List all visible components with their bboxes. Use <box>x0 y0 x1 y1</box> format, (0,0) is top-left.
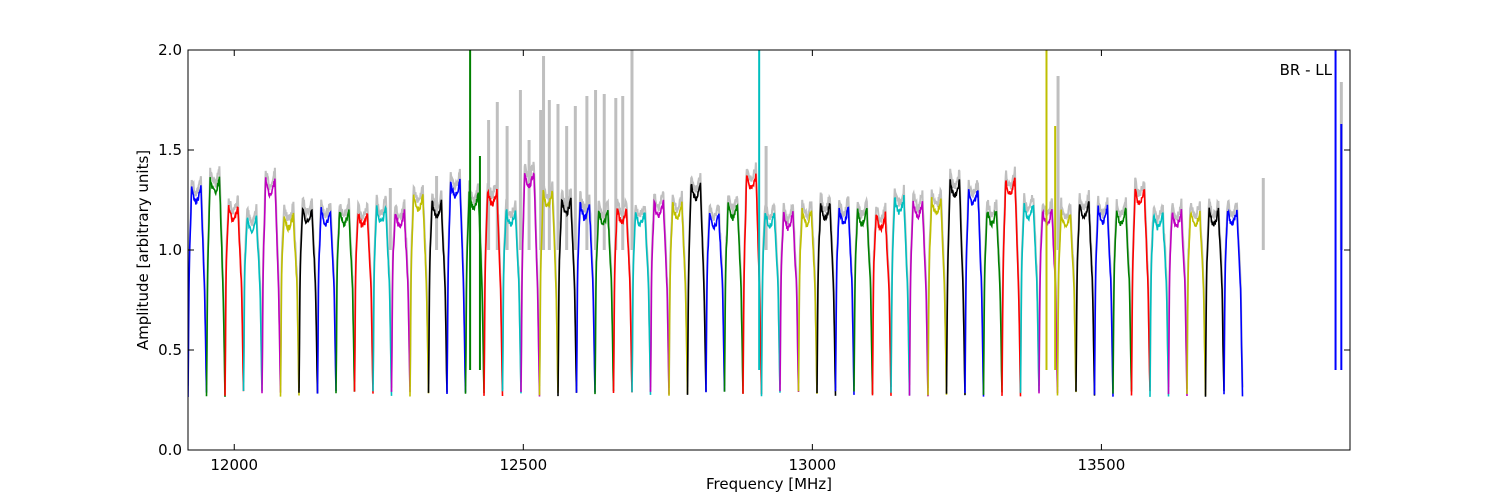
x-tick-label: 12500 <box>499 456 547 474</box>
channel-series <box>188 50 1343 398</box>
x-tick-label: 12000 <box>210 456 258 474</box>
channel-line-25 <box>649 198 670 395</box>
y-tick-label: 0.0 <box>158 441 182 459</box>
channel-line-54 <box>1186 210 1207 396</box>
channel-line-51 <box>1130 188 1151 396</box>
channel-line-48 <box>1075 201 1096 396</box>
channel-line-49 <box>1093 204 1114 397</box>
channel-line-32 <box>779 211 800 393</box>
channel-line-43 <box>982 209 1003 395</box>
channel-line-13 <box>427 199 448 393</box>
channel-line-2 <box>224 205 245 396</box>
channel-line-42 <box>964 189 985 397</box>
plot-frame <box>187 49 1351 451</box>
channel-line-26 <box>668 201 689 396</box>
channel-line-40 <box>927 197 948 396</box>
channel-line-3 <box>242 215 263 392</box>
channel-line-16 <box>483 188 504 397</box>
channel-line-14 <box>446 178 467 395</box>
channel-line-8 <box>335 209 356 394</box>
channel-line-11 <box>390 209 411 393</box>
channel-line-56 <box>1223 208 1244 397</box>
channel-line-17 <box>501 209 522 394</box>
y-axis-label: Amplitude [arbitrary units] <box>134 150 152 350</box>
y-tick-label: 1.5 <box>158 141 182 159</box>
channel-line-27 <box>686 182 707 395</box>
x-axis-label: Frequency [MHz] <box>706 475 832 493</box>
channel-line-39 <box>908 200 929 397</box>
channel-line-19 <box>538 189 559 396</box>
channel-line-44 <box>1001 177 1022 397</box>
channel-line-47 <box>1056 209 1077 396</box>
y-tick-label: 0.5 <box>158 341 182 359</box>
y-tick-label: 1.0 <box>158 241 182 259</box>
channel-line-9 <box>353 212 374 394</box>
channel-line-15 <box>464 191 485 394</box>
channel-line-23 <box>612 208 633 394</box>
channel-line-12 <box>409 194 430 397</box>
channel-line-31 <box>760 212 781 397</box>
channel-line-52 <box>1149 212 1170 397</box>
channel-line-6 <box>298 207 319 394</box>
channel-line-35 <box>834 206 855 395</box>
channel-line-10 <box>372 205 393 396</box>
channel-line-50 <box>1112 207 1133 394</box>
channel-line-37 <box>871 211 892 396</box>
channel-line-41 <box>945 179 966 396</box>
channel-line-55 <box>1204 207 1225 397</box>
channel-line-36 <box>853 207 874 395</box>
axis-ticks: 12000 12500 13000 13500 0.0 0.5 1.0 1.5 2.0 <box>158 41 1350 474</box>
channel-line-28 <box>705 212 726 393</box>
channel-line-7 <box>316 207 337 394</box>
channel-line-18 <box>520 172 541 397</box>
channel-line-22 <box>594 210 615 395</box>
channel-line-29 <box>723 202 744 394</box>
channel-line-45 <box>1019 202 1040 393</box>
channel-line-4 <box>261 177 282 394</box>
channel-line-21 <box>575 201 596 393</box>
channel-line-0 <box>188 185 208 398</box>
channel-line-5 <box>279 212 300 397</box>
x-tick-label: 13500 <box>1078 456 1126 474</box>
channel-line-53 <box>1167 209 1188 397</box>
channel-line-24 <box>631 212 652 395</box>
channel-line-34 <box>816 202 837 396</box>
channel-line-20 <box>557 197 578 397</box>
annotation-label: BR - LL <box>1280 61 1333 79</box>
channel-line-33 <box>797 207 818 394</box>
channel-line-38 <box>890 194 911 396</box>
y-tick-label: 2.0 <box>158 41 182 59</box>
channel-line-1 <box>205 176 226 397</box>
x-tick-label: 13000 <box>788 456 836 474</box>
